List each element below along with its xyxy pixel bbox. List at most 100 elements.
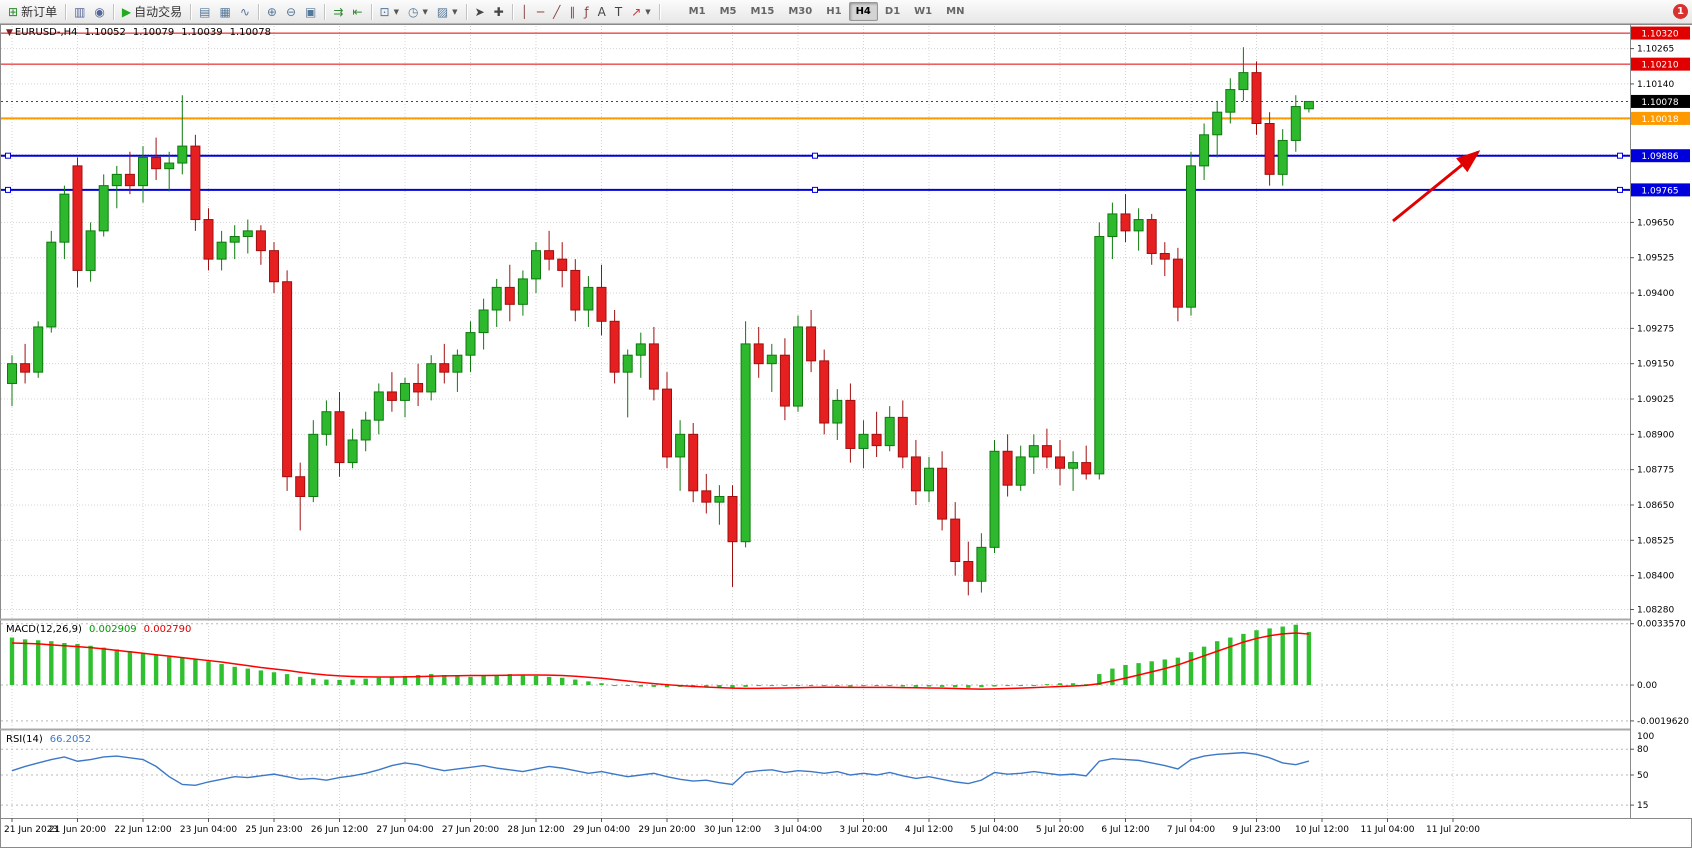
price-axis-label: 1.08900 xyxy=(1637,430,1674,440)
templates-icon: ▨ xyxy=(436,4,449,19)
channel-icon: ∥ xyxy=(569,4,576,19)
channel-button[interactable]: ∥ xyxy=(565,1,579,23)
timeframe-m15[interactable]: M15 xyxy=(750,6,775,17)
candle xyxy=(255,225,266,265)
price-axis-label: 1.08280 xyxy=(1637,606,1674,616)
candle xyxy=(1212,100,1223,158)
zoom-out-icon: ⊖ xyxy=(285,4,297,19)
notification-badge[interactable]: 1 xyxy=(1673,4,1688,19)
zoom-in-button[interactable]: ⊕ xyxy=(263,1,281,23)
candle xyxy=(753,326,764,378)
candle xyxy=(1186,151,1196,316)
macd-scale-label: 0.00 xyxy=(1637,681,1657,691)
candle xyxy=(1002,434,1013,497)
candle xyxy=(766,343,777,392)
navigator-button[interactable]: ◉ xyxy=(90,1,108,23)
timeframe-d1[interactable]: D1 xyxy=(884,6,901,17)
toolbar-separator xyxy=(658,3,660,20)
timeframe-h1[interactable]: H1 xyxy=(826,6,842,17)
line-handle[interactable] xyxy=(1617,152,1623,159)
candle xyxy=(1238,47,1249,101)
candle xyxy=(609,309,620,384)
line-handle[interactable] xyxy=(812,152,818,159)
chart-shift-button[interactable]: ⇤ xyxy=(348,1,366,23)
candle xyxy=(871,411,882,457)
chart-bars-button[interactable]: ▤ xyxy=(195,1,214,23)
candle xyxy=(727,485,738,587)
horizontal-line-object-1.09886[interactable] xyxy=(1,152,1630,159)
horizontal-line-object-1.09765[interactable] xyxy=(1,186,1630,193)
chart-line-button[interactable]: ∿ xyxy=(236,1,254,23)
price-axis-label: 1.09525 xyxy=(1637,254,1674,264)
toolbar-separator xyxy=(65,3,67,20)
vertical-line-button[interactable]: │ xyxy=(517,1,532,23)
svg-text:1.10210: 1.10210 xyxy=(1641,61,1678,71)
horizontal-line-button[interactable]: ─ xyxy=(533,1,548,23)
time-axis-label: 29 Jun 20:00 xyxy=(638,825,695,835)
price-axis[interactable] xyxy=(1630,25,1692,818)
crosshair-button[interactable]: ✚ xyxy=(490,1,508,23)
macd-header: MACD(12,26,9) 0.002909 0.002790 xyxy=(6,624,191,635)
chart-shift-icon: ⇤ xyxy=(352,4,363,19)
periods-button[interactable]: ◷ ▼ xyxy=(404,1,432,23)
market-watch-button[interactable]: ▥ xyxy=(70,1,89,23)
timeframe-m1[interactable]: M1 xyxy=(688,6,706,17)
zoom-out-button[interactable]: ⊖ xyxy=(282,1,300,23)
rsi-label: RSI(14) xyxy=(6,734,43,745)
ohlc-close: 1.10078 xyxy=(229,27,271,38)
candle xyxy=(478,298,489,350)
new-chart-button[interactable]: ⊡ ▼ xyxy=(376,1,403,23)
trend-arrow-object[interactable] xyxy=(1392,150,1481,223)
candle xyxy=(583,276,594,327)
chart-context-icon[interactable]: ▼ xyxy=(6,28,13,38)
timeframe-m5[interactable]: M5 xyxy=(719,6,737,17)
line-handle[interactable] xyxy=(5,152,11,159)
toolbar-separator xyxy=(324,3,326,20)
auto-scroll-icon: ⇉ xyxy=(333,4,344,19)
svg-text:1.10078: 1.10078 xyxy=(1641,98,1678,108)
time-axis-label: 25 Jun 23:00 xyxy=(245,825,302,835)
time-axis-label: 30 Jun 12:00 xyxy=(704,825,761,835)
line-handle[interactable] xyxy=(5,186,11,193)
new-order-button[interactable]: ⊞ 新订单 xyxy=(4,1,61,23)
fibonacci-button[interactable]: ƒ xyxy=(580,1,592,23)
time-axis-label: 7 Jul 04:00 xyxy=(1167,825,1216,835)
candle xyxy=(897,400,908,469)
rsi-line xyxy=(11,751,1310,787)
candle xyxy=(203,208,214,271)
templates-button[interactable]: ▨ ▼ xyxy=(433,1,462,23)
autotrading-button[interactable]: ▶ 自动交易 xyxy=(118,1,186,23)
candle xyxy=(662,372,672,469)
line-handle[interactable] xyxy=(1617,186,1623,193)
timeframe-mn[interactable]: MN xyxy=(946,6,965,17)
toolbar: ⊞ 新订单 ▥ ◉ ▶ 自动交易 ▤ ▦ ∿ ⊕ ⊖ ▣ ⇉ ⇤ ⊡ ▼ ◷ ▼ ▨ ▼ ➤ ✚ │ ─ ╱ ∥ ƒ A T ↗ ▼ M1 M5… xyxy=(0,0,1692,24)
candle xyxy=(151,137,162,181)
autotrading-icon: ▶ xyxy=(121,4,132,19)
candle xyxy=(1028,434,1039,474)
timeframe-m30[interactable]: M30 xyxy=(788,6,813,17)
text-label-button[interactable]: T xyxy=(611,1,626,23)
cursor-button[interactable]: ➤ xyxy=(471,1,489,23)
arrows-button[interactable]: ↗ ▼ xyxy=(627,1,654,23)
candle xyxy=(1264,112,1275,186)
price-badge: 1.10018 xyxy=(1631,111,1690,125)
rsi-header: RSI(14) 66.2052 xyxy=(6,734,91,745)
candle xyxy=(426,355,437,401)
auto-scroll-button[interactable]: ⇉ xyxy=(329,1,347,23)
chart-header: ▼ EURUSD-,H4 1.10052 1.10079 1.10039 1.10… xyxy=(6,27,271,38)
trendline-button[interactable]: ╱ xyxy=(549,1,564,23)
chart-candles-button[interactable]: ▦ xyxy=(216,1,235,23)
macd-signal-line xyxy=(11,632,1309,690)
tile-windows-button[interactable]: ▣ xyxy=(301,1,320,23)
timeframe-w1[interactable]: W1 xyxy=(914,6,933,17)
time-axis-label: 3 Jul 20:00 xyxy=(839,825,888,835)
line-handle[interactable] xyxy=(812,186,818,193)
fibonacci-icon: ƒ xyxy=(584,4,589,19)
macd-label: MACD(12,26,9) xyxy=(6,624,82,635)
timeframe-h4[interactable]: H4 xyxy=(848,2,878,21)
text-button[interactable]: A xyxy=(594,1,610,23)
trendline-icon: ╱ xyxy=(553,4,561,19)
macd-main-value: 0.002909 xyxy=(88,624,137,635)
time-axis-label: 27 Jun 20:00 xyxy=(442,825,499,835)
